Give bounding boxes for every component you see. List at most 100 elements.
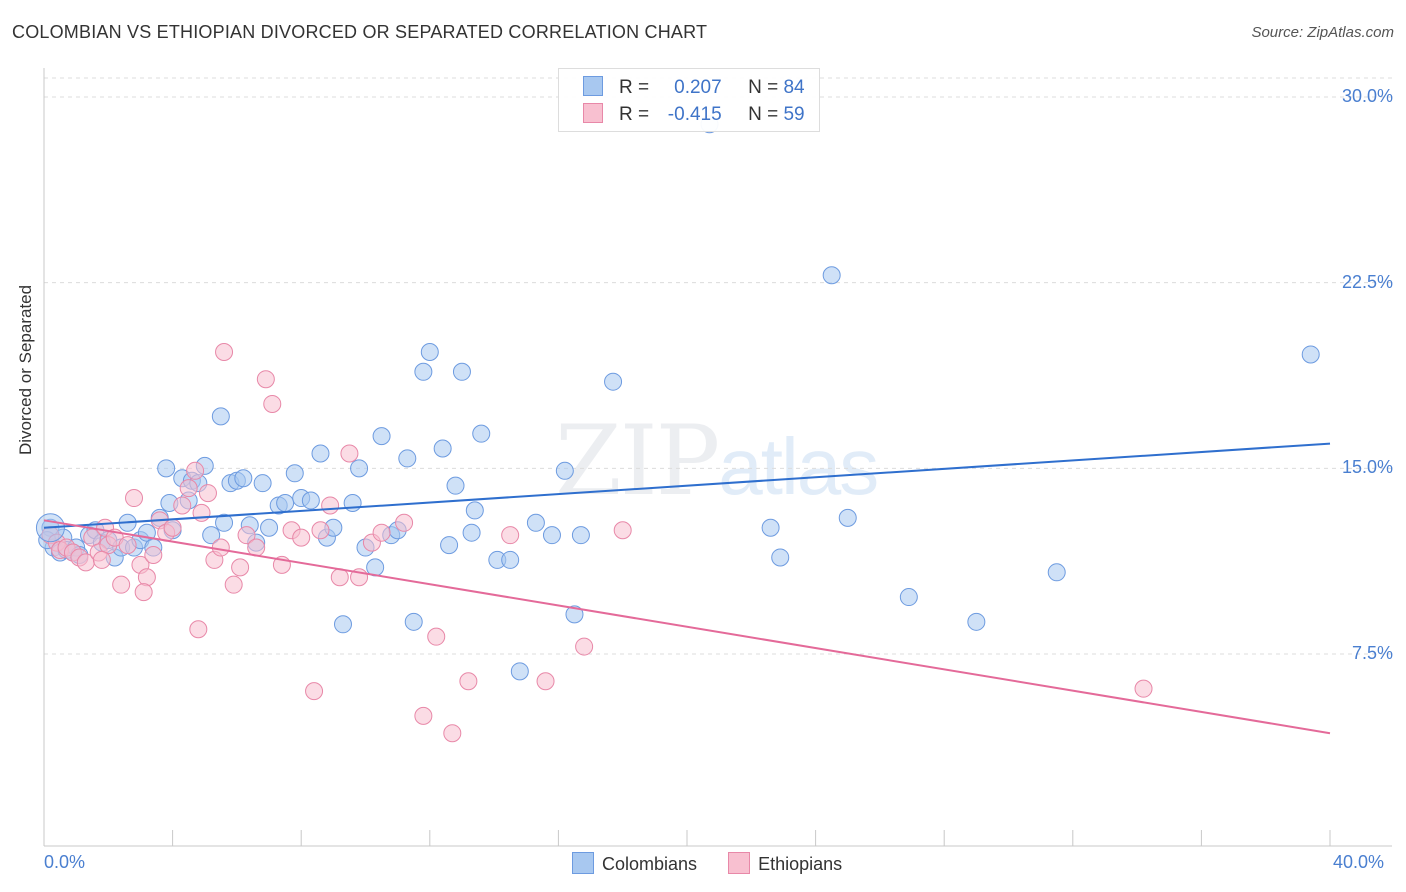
data-point-ethiopians <box>237 526 256 545</box>
watermark-zip: ZIP <box>555 405 720 517</box>
data-point-ethiopians <box>211 538 230 557</box>
data-point-colombians <box>571 526 590 545</box>
data-point-colombians <box>398 449 417 468</box>
data-point-colombians <box>604 372 623 391</box>
data-point-ethiopians <box>305 682 324 701</box>
data-point-ethiopians <box>163 518 182 537</box>
data-point-ethiopians <box>137 568 156 587</box>
data-point-colombians <box>253 474 272 493</box>
data-point-ethiopians <box>340 444 359 463</box>
data-point-colombians <box>311 444 330 463</box>
data-point-ethiopians <box>92 550 111 569</box>
legend-swatch-colombians <box>572 852 594 874</box>
legend-label-ethiopians: Ethiopians <box>758 854 843 874</box>
data-point-colombians <box>414 362 433 381</box>
y-tick-label: 15.0% <box>1341 457 1393 478</box>
data-point-colombians <box>771 548 790 567</box>
data-point-colombians <box>822 266 841 285</box>
data-point-colombians <box>433 439 452 458</box>
legend-r-label: R = <box>619 104 650 125</box>
chart-title: COLOMBIAN VS ETHIOPIAN DIVORCED OR SEPAR… <box>12 22 708 42</box>
data-point-colombians <box>472 424 491 443</box>
data-point-colombians <box>440 536 459 555</box>
y-tick-label: 30.0% <box>1341 86 1393 106</box>
legend-n-label: N = <box>748 104 779 125</box>
source-label: Source: ZipAtlas.com <box>1251 24 1394 41</box>
data-point-ethiopians <box>189 620 208 639</box>
legend-row-colombians: R = 0.207 N = 84 <box>583 76 805 99</box>
data-point-ethiopians <box>1134 679 1153 698</box>
data-point-ethiopians <box>263 394 282 413</box>
legend-n-value: 59 <box>783 104 805 125</box>
data-point-colombians <box>446 476 465 495</box>
data-point-colombians <box>526 513 545 532</box>
x-tick-min: 0.0% <box>44 852 86 872</box>
data-point-ethiopians <box>215 342 234 361</box>
data-point-colombians <box>501 550 520 569</box>
y-axis-label: Divorced or Separated <box>16 284 35 455</box>
data-point-colombians <box>465 501 484 520</box>
data-point-ethiopians <box>613 521 632 540</box>
data-point-colombians <box>555 461 574 480</box>
series-legend: Colombians Ethiopians <box>572 852 868 875</box>
data-point-colombians <box>301 491 320 510</box>
data-point-colombians <box>234 469 253 488</box>
y-tick-label: 7.5% <box>1351 643 1393 663</box>
data-point-ethiopians <box>459 672 478 691</box>
legend-row-ethiopians: R = -0.415 N = 59 <box>583 103 805 126</box>
legend-swatch-ethiopians <box>583 103 603 123</box>
trend-line-colombians <box>43 442 1331 529</box>
data-point-ethiopians <box>173 496 192 515</box>
data-point-colombians <box>211 407 230 426</box>
legend-r-label: R = <box>619 77 650 98</box>
legend-item-colombians[interactable]: Colombians <box>572 852 697 875</box>
data-point-colombians <box>343 493 362 512</box>
legend-n-label: N = <box>748 77 779 98</box>
data-point-colombians <box>276 493 295 512</box>
data-point-ethiopians <box>179 479 198 498</box>
data-point-ethiopians <box>575 637 594 656</box>
data-point-ethiopians <box>330 568 349 587</box>
data-point-ethiopians <box>118 536 137 555</box>
data-point-colombians <box>350 459 369 478</box>
data-point-colombians <box>215 513 234 532</box>
data-point-ethiopians <box>256 370 275 389</box>
trend-lines <box>43 442 1331 735</box>
data-point-colombians <box>404 612 423 631</box>
data-point-ethiopians <box>144 545 163 564</box>
data-point-colombians <box>420 342 439 361</box>
data-point-ethiopians <box>192 503 211 522</box>
legend-label-colombians: Colombians <box>602 854 698 874</box>
data-point-colombians <box>1301 345 1320 364</box>
data-point-ethiopians <box>231 558 250 577</box>
data-point-ethiopians <box>134 583 153 602</box>
watermark-atlas: atlas <box>718 422 879 511</box>
data-point-ethiopians <box>321 496 340 515</box>
data-point-colombians <box>1047 563 1066 582</box>
legend-swatch-ethiopians <box>728 852 751 874</box>
data-point-ethiopians <box>292 528 311 547</box>
data-point-colombians <box>899 588 918 607</box>
data-point-ethiopians <box>311 521 330 540</box>
data-point-ethiopians <box>427 627 446 646</box>
data-point-colombians <box>202 526 221 545</box>
data-point-ethiopians <box>372 523 391 542</box>
legend-swatch-colombians <box>583 76 603 96</box>
legend-r-value: -0.415 <box>667 104 722 125</box>
legend-r-value: 0.207 <box>674 77 722 98</box>
data-point-ethiopians <box>443 724 462 743</box>
data-point-ethiopians <box>125 489 144 508</box>
data-point-colombians <box>285 464 304 483</box>
data-point-colombians <box>761 518 780 537</box>
data-point-ethiopians <box>501 526 520 545</box>
data-point-colombians <box>372 427 391 446</box>
legend-item-ethiopians[interactable]: Ethiopians <box>728 852 842 875</box>
stats-legend: R = 0.207 N = 84 R = -0.415 N = 59 <box>558 68 820 132</box>
data-point-ethiopians <box>395 513 414 532</box>
data-point-colombians <box>542 526 561 545</box>
data-point-colombians <box>565 605 584 624</box>
x-tick-max: 40.0% <box>1333 852 1385 872</box>
data-point-colombians <box>462 523 481 542</box>
data-point-ethiopians <box>112 575 131 594</box>
